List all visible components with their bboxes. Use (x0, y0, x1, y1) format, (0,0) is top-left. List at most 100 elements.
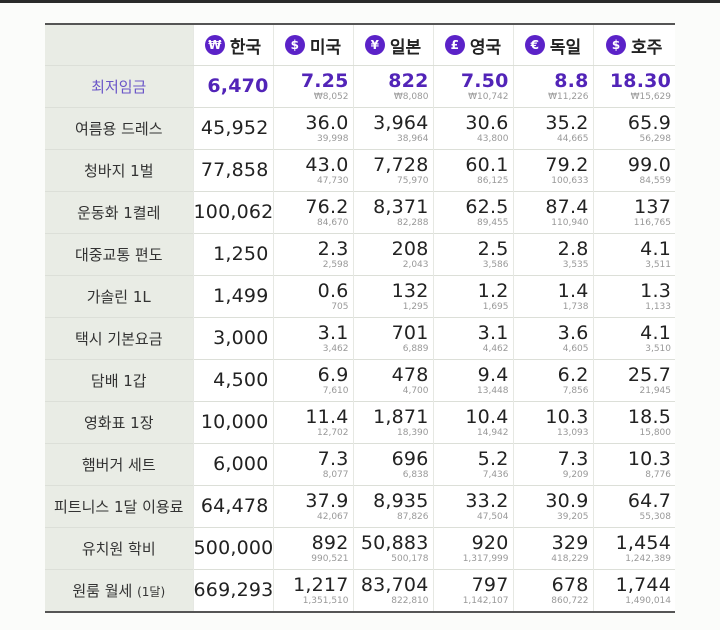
krw-equivalent: 13,448 (477, 385, 509, 396)
foreign-price-cell: 6.2 7,856 (512, 359, 593, 402)
krw-price: 10,000 (200, 411, 269, 433)
local-price: 30.9 (545, 489, 589, 512)
krw-equivalent: ₩8,080 (393, 91, 429, 102)
foreign-price-cell: 5.2 7,436 (432, 443, 513, 486)
euro-icon: € (524, 35, 545, 55)
local-price: 36.0 (305, 111, 349, 134)
foreign-price-cell: 2.5 3,586 (432, 233, 513, 276)
foreign-price-cell: 18.30 ₩15,629 (592, 65, 675, 108)
krw-equivalent: 15,800 (639, 427, 672, 438)
item-label: 가솔린 1L (45, 275, 193, 318)
foreign-price-cell: 33.2 47,504 (432, 485, 513, 528)
krw-price-cell: 669,293 (192, 569, 274, 612)
item-suffix: (1달) (137, 585, 166, 599)
foreign-price-cell: 30.9 39,205 (512, 485, 593, 528)
local-price: 5.2 (477, 447, 509, 470)
krw-price: 669,293 (193, 579, 274, 601)
krw-equivalent: 7,610 (322, 385, 349, 396)
foreign-price-cell: 678 860,722 (512, 569, 593, 612)
item-name: 영화표 1장 (83, 414, 154, 432)
krw-price-cell: 64,478 (192, 485, 273, 528)
local-price: 920 (471, 531, 509, 554)
krw-equivalent: 3,535 (562, 259, 589, 270)
krw-equivalent: 39,998 (317, 133, 349, 144)
item-name: 청바지 1벌 (83, 162, 154, 180)
local-price: 10.4 (465, 405, 509, 428)
foreign-price-cell: 79.2 100,633 (512, 149, 593, 192)
local-price: 8,371 (373, 195, 429, 218)
foreign-price-cell: 137 116,765 (592, 191, 675, 234)
item-name: 햄버거 세트 (81, 456, 156, 474)
foreign-price-cell: 3.6 4,605 (512, 317, 593, 360)
local-price: 1,744 (615, 573, 671, 596)
column-header-3: £ 영국 (432, 24, 513, 66)
table-row: 담배 1갑 4,500 6.9 7,610 478 4,700 9.4 13,448 6.2 7,… (45, 359, 675, 402)
local-price: 4.1 (640, 237, 671, 260)
table-row: 피트니스 1달 이용료 64,478 37.9 42,067 8,935 87,826 33… (45, 485, 675, 528)
foreign-price-cell: 8,371 82,288 (352, 191, 433, 234)
item-label: 여름용 드레스 (45, 107, 193, 150)
krw-price: 4,500 (213, 369, 269, 391)
krw-equivalent: 1,295 (402, 301, 429, 312)
item-name: 택시 기본요금 (74, 330, 163, 348)
table-row: 햄버거 세트 6,000 7.3 8,077 696 6,838 5.2 7,436 7.3 9,… (45, 443, 675, 486)
item-name: 원룸 월세 (72, 582, 133, 600)
local-price: 2.3 (317, 237, 349, 260)
foreign-price-cell: 8,935 87,826 (352, 485, 433, 528)
krw-price-cell: 45,952 (192, 107, 273, 150)
pound-icon: £ (444, 35, 465, 55)
foreign-price-cell: 696 6,838 (352, 443, 433, 486)
item-name: 담배 1갑 (90, 372, 147, 390)
foreign-price-cell: 1,454 1,242,389 (592, 527, 675, 570)
krw-price-cell: 1,250 (192, 233, 273, 276)
local-price: 3.1 (477, 321, 509, 344)
local-price: 6.2 (557, 363, 589, 386)
krw-equivalent: 14,942 (477, 427, 509, 438)
foreign-price-cell: 60.1 86,125 (432, 149, 513, 192)
local-price: 329 (551, 531, 589, 554)
local-price: 0.6 (317, 279, 349, 302)
local-price: 76.2 (305, 195, 349, 218)
krw-equivalent: 3,511 (645, 259, 671, 270)
krw-equivalent: 39,205 (557, 511, 589, 522)
foreign-price-cell: 2.3 2,598 (272, 233, 353, 276)
foreign-price-cell: 1.3 1,133 (592, 275, 675, 318)
country-name: 영국 (469, 37, 502, 58)
price-comparison-table: ₩ 한국 $ 미국 ¥ 일본 £ 영국 € 독일 $ 호주 최저임금 6,470 7.25 ₩8,052 82… (45, 23, 675, 613)
krw-equivalent: 1,695 (482, 301, 509, 312)
krw-equivalent: 21,945 (639, 385, 672, 396)
local-price: 696 (391, 447, 429, 470)
item-label: 햄버거 세트 (45, 443, 193, 486)
local-price: 1,217 (293, 573, 349, 596)
krw-price-cell: 6,000 (192, 443, 273, 486)
local-price: 60.1 (465, 153, 509, 176)
foreign-price-cell: 3,964 38,964 (352, 107, 433, 150)
item-label: 원룸 월세 (1달) (45, 569, 193, 612)
local-price: 33.2 (465, 489, 509, 512)
table-body: 최저임금 6,470 7.25 ₩8,052 822 ₩8,080 7.50 ₩10,742 8… (45, 65, 675, 612)
local-price: 10.3 (545, 405, 589, 428)
item-name: 가솔린 1L (86, 288, 151, 306)
item-label: 대중교통 편도 (45, 233, 193, 276)
krw-price: 1,250 (213, 243, 269, 265)
item-label: 청바지 1벌 (45, 149, 193, 192)
won-icon: ₩ (204, 35, 225, 55)
krw-equivalent: 1,351,510 (302, 595, 349, 606)
foreign-price-cell: 920 1,317,999 (432, 527, 513, 570)
item-name: 피트니스 1달 이용료 (54, 498, 184, 516)
krw-equivalent: ₩8,052 (313, 91, 349, 102)
local-price: 8,935 (373, 489, 429, 512)
krw-price: 6,000 (213, 453, 269, 475)
local-price: 1,871 (373, 405, 429, 428)
item-label: 최저임금 (45, 65, 193, 108)
local-price: 797 (471, 573, 509, 596)
krw-equivalent: 55,308 (639, 511, 672, 522)
local-price: 18.30 (609, 69, 671, 92)
local-price: 7.3 (317, 447, 349, 470)
table-row: 유치원 학비 500,000 892 990,521 50,883 500,178 920 1… (45, 527, 675, 570)
foreign-price-cell: 1.4 1,738 (512, 275, 593, 318)
krw-equivalent: 82,288 (397, 217, 429, 228)
column-header-4: € 독일 (512, 24, 593, 66)
local-price: 30.6 (465, 111, 509, 134)
table-row: 택시 기본요금 3,000 3.1 3,462 701 6,889 3.1 4,462 3.6 4… (45, 317, 675, 360)
